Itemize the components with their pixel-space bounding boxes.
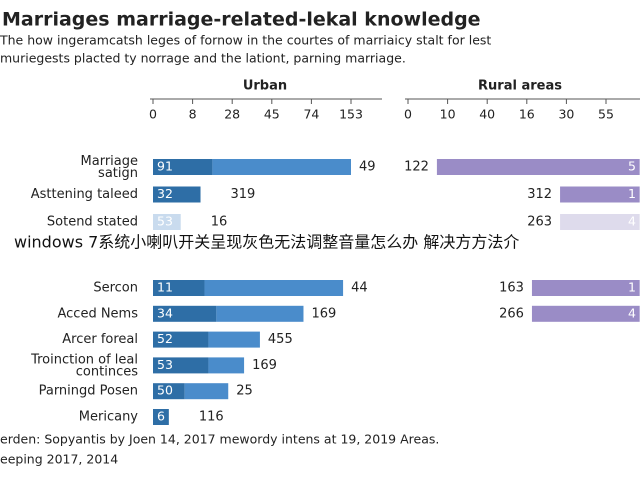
- bar-inner-label: 91: [157, 159, 173, 174]
- bar-segment: [153, 409, 169, 425]
- bar-segment: [153, 383, 185, 400]
- x-tick-label: 0: [149, 107, 157, 122]
- bar-end-label: 455: [268, 332, 293, 347]
- bar-segment: [208, 357, 245, 374]
- x-tick-label: 0: [404, 107, 412, 122]
- bar-inner-label: 4: [628, 214, 636, 229]
- bar: [560, 186, 640, 203]
- category-line: continces: [76, 364, 138, 379]
- category-label: Sotend stated: [47, 215, 138, 230]
- x-tick-label: 55: [598, 107, 614, 122]
- bar-inner-label: 32: [157, 186, 173, 201]
- bar-inner-label: 11: [157, 280, 173, 295]
- x-tick-label: 28: [224, 107, 240, 122]
- x-tick-label: 74: [303, 107, 319, 122]
- bar-end-label: 116: [199, 410, 224, 425]
- footer-line: eeping 2017, 2014: [0, 452, 118, 467]
- bar-segment: [153, 214, 181, 230]
- bar-start-label: 312: [527, 187, 552, 202]
- x-tick-label: 30: [558, 107, 574, 122]
- category-label: Sercon: [93, 281, 138, 296]
- panel-title: Urban: [243, 79, 287, 94]
- category-line: Troinction of leal: [30, 352, 138, 367]
- bar-inner-label: 34: [157, 305, 173, 320]
- bar-segment: [204, 280, 344, 296]
- category-label: Acced Nems: [57, 306, 138, 321]
- bar-end-label: 44: [351, 281, 368, 296]
- bar-inner-label: 52: [157, 331, 173, 346]
- bar: [436, 159, 640, 175]
- subtitle-line: muriegests placted ty norrage and the la…: [0, 51, 406, 66]
- bar-segment: [153, 159, 213, 175]
- category-label: Troinction of leal continces: [30, 352, 138, 379]
- bar-inner-label: 4: [628, 305, 636, 320]
- bar-segment: [216, 305, 304, 322]
- bar-start-label: 122: [404, 160, 429, 175]
- bar-inner-label: 53: [157, 357, 173, 372]
- bar-inner-label: 1: [628, 280, 636, 295]
- x-tick-label: 153: [339, 107, 363, 122]
- bar: [531, 280, 640, 296]
- x-tick-label: 40: [479, 107, 495, 122]
- category-label: Parningd Posen: [39, 384, 138, 399]
- bar-segment: [208, 331, 260, 348]
- category-label: Asttening taleed: [31, 187, 138, 202]
- bar-segment: [153, 186, 201, 203]
- category-label: Arcer foreal: [62, 332, 138, 347]
- bar-segment: [153, 357, 209, 374]
- bar-segment: [184, 383, 229, 400]
- panel-title: Rural areas: [478, 79, 562, 94]
- bar-segment: [212, 159, 351, 175]
- bar-inner-label: 53: [157, 214, 173, 229]
- bar-end-label: 25: [236, 384, 253, 399]
- x-tick-label: 8: [189, 107, 197, 122]
- bar: [560, 214, 640, 230]
- category-label: Mericany: [79, 410, 139, 425]
- bar-start-label: 263: [527, 215, 552, 230]
- bar-inner-label: 6: [157, 409, 165, 424]
- bar-segment: [153, 331, 209, 348]
- bar-end-label: 16: [211, 215, 228, 230]
- subtitle-line: The how ingeramcatsh leges of fornow in …: [0, 33, 491, 48]
- category-line: satign: [98, 166, 138, 181]
- bar-end-label: 169: [311, 306, 336, 321]
- footer-line: erden: Sopyantis by Joen 14, 2017 meword…: [0, 432, 439, 447]
- x-tick-label: 10: [440, 107, 456, 122]
- bar: [531, 305, 640, 322]
- bar-start-label: 266: [499, 306, 524, 321]
- bar-inner-label: 5: [628, 159, 636, 174]
- category-label: Marriage satign: [81, 154, 138, 181]
- bar-inner-label: 1: [628, 186, 636, 201]
- bar-end-label: 169: [252, 358, 277, 373]
- bar-end-label: 49: [359, 160, 376, 175]
- category-line: Marriage: [81, 154, 138, 169]
- overlay-band: [0, 230, 640, 256]
- x-tick-label: 16: [519, 107, 535, 122]
- bar-inner-label: 50: [157, 383, 173, 398]
- bar-segment: [153, 280, 205, 296]
- bar-start-label: 163: [499, 281, 524, 296]
- bar-segment: [153, 305, 217, 322]
- page-title: Marriages marriage-related-lekal knowled…: [2, 9, 481, 31]
- bar-end-label: 319: [231, 187, 256, 202]
- x-tick-label: 45: [264, 107, 280, 122]
- overlay-text: windows 7系统小喇叭开关呈现灰色无法调整音量怎么办 解决方方法介: [14, 233, 519, 252]
